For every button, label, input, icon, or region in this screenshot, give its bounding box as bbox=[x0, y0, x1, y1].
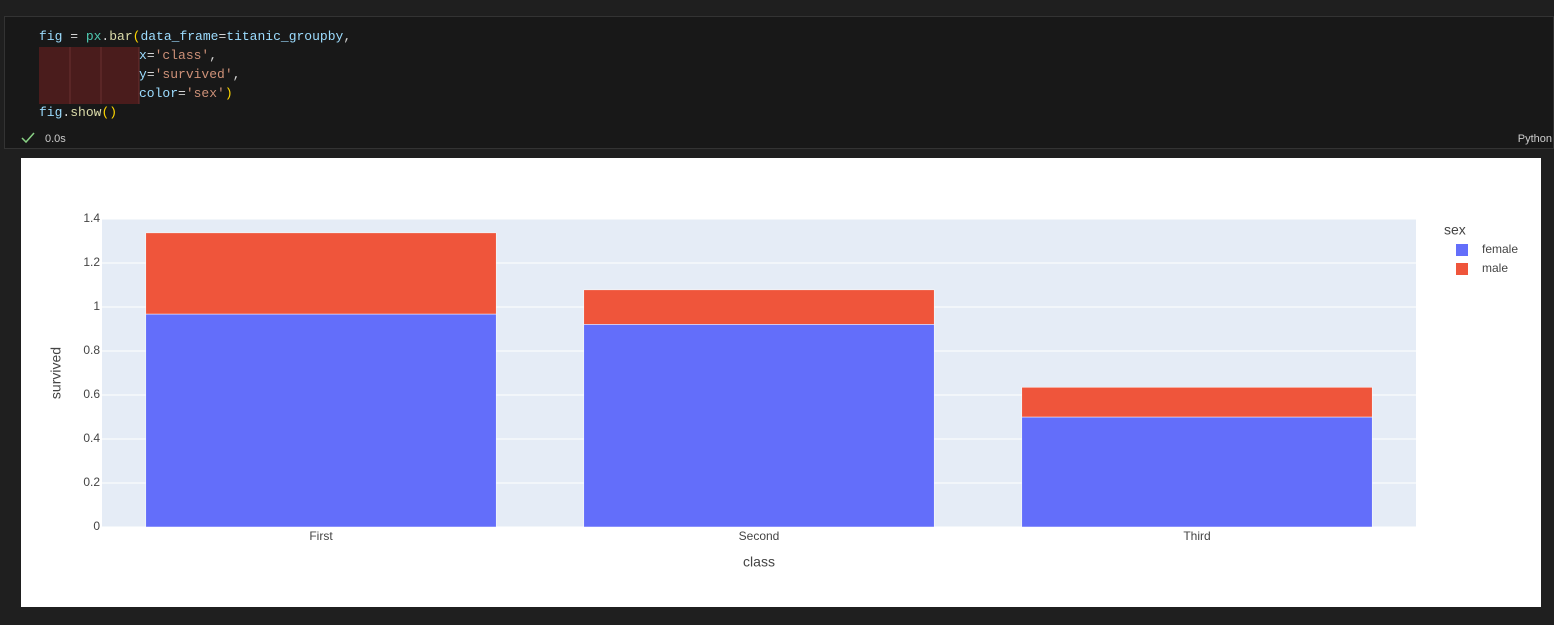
legend-swatch bbox=[1456, 263, 1468, 275]
language[interactable]: Python bbox=[1518, 133, 1552, 145]
y-tick-label: 1.2 bbox=[83, 255, 100, 269]
code-token: = bbox=[218, 29, 226, 44]
bar bbox=[145, 313, 497, 528]
bar bbox=[583, 324, 935, 528]
code-token: ) bbox=[225, 86, 233, 101]
indent-guides bbox=[39, 47, 140, 104]
code-line: color='sex') bbox=[139, 86, 233, 101]
y-axis-title: survived bbox=[48, 347, 64, 399]
y-tick-label: 0.6 bbox=[83, 387, 100, 401]
code-cell[interactable] bbox=[4, 16, 1554, 149]
y-tick-label: 0 bbox=[93, 519, 100, 533]
code-token: = bbox=[147, 67, 155, 82]
legend-swatch bbox=[1456, 244, 1468, 256]
code-line: y='survived', bbox=[139, 67, 240, 82]
code-token: fig bbox=[39, 105, 62, 120]
x-axis-title: class bbox=[743, 554, 775, 570]
code-token: , bbox=[209, 48, 217, 63]
code-token: bar bbox=[109, 29, 132, 44]
code-token: . bbox=[101, 29, 109, 44]
bar bbox=[1021, 387, 1373, 418]
code-token: color bbox=[139, 86, 178, 101]
bar bbox=[1021, 416, 1373, 528]
code-token: px bbox=[86, 29, 102, 44]
y-tick-label: 0.2 bbox=[83, 475, 100, 489]
code-token: 'survived' bbox=[155, 67, 233, 82]
x-tick-label: First bbox=[309, 529, 333, 543]
code-token: , bbox=[343, 29, 351, 44]
x-tick-label: Third bbox=[1183, 529, 1210, 543]
y-tick-label: 1 bbox=[93, 299, 100, 313]
code-token: x bbox=[139, 48, 147, 63]
bar bbox=[145, 232, 497, 315]
code-token: data_frame bbox=[140, 29, 218, 44]
y-tick-label: 1.4 bbox=[83, 211, 100, 225]
code-line: fig.show() bbox=[39, 105, 117, 120]
code-token: show bbox=[70, 105, 101, 120]
bar bbox=[583, 289, 935, 325]
code-token: () bbox=[101, 105, 117, 120]
code-token: 'sex' bbox=[186, 86, 225, 101]
code-token: = bbox=[147, 48, 155, 63]
legend-title: sex bbox=[1444, 222, 1466, 238]
code-token: y bbox=[139, 67, 147, 82]
code-token: , bbox=[233, 67, 241, 82]
code-token: fig bbox=[39, 29, 62, 44]
code-token: = bbox=[62, 29, 85, 44]
code-token: . bbox=[62, 105, 70, 120]
code-token: 'class' bbox=[155, 48, 210, 63]
code-token: ( bbox=[133, 29, 141, 44]
y-tick-label: 0.8 bbox=[83, 343, 100, 357]
success-icon bbox=[21, 132, 35, 144]
code-token: = bbox=[178, 86, 186, 101]
x-tick-label: Second bbox=[739, 529, 780, 543]
legend-label: male bbox=[1482, 261, 1508, 275]
y-tick-label: 0.4 bbox=[83, 431, 100, 445]
code-token: titanic_groupby bbox=[226, 29, 343, 44]
code-line: fig = px.bar(data_frame=titanic_groupby, bbox=[39, 29, 351, 44]
legend-label: female bbox=[1482, 242, 1518, 256]
exec-time: 0.0s bbox=[45, 133, 66, 145]
code-line: x='class', bbox=[139, 48, 217, 63]
